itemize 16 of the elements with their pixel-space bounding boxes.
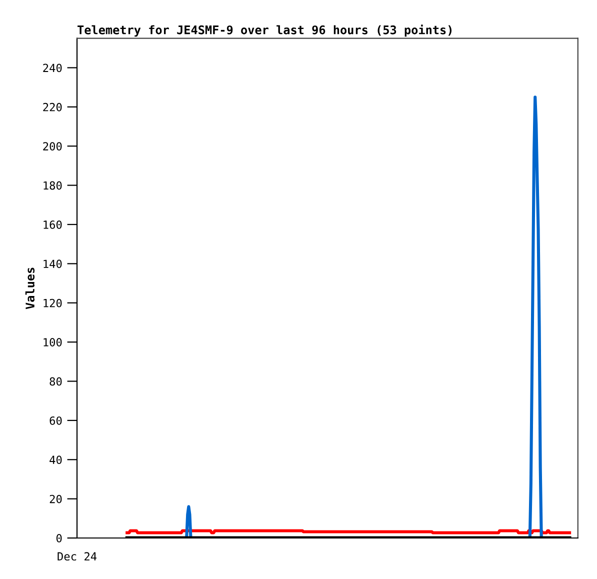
x-tick-label: Dec 24 xyxy=(58,552,97,561)
y-tick-label: 40 xyxy=(50,456,62,464)
y-tick-label: 100 xyxy=(44,338,62,346)
y-tick-label: 80 xyxy=(50,377,62,386)
y-tick-label: 240 xyxy=(43,64,62,72)
y-tick-label: 120 xyxy=(44,298,62,308)
y-tick-label: 180 xyxy=(44,181,62,190)
y-axis-title: Values xyxy=(25,268,35,310)
y-tick-label: 200 xyxy=(43,142,62,151)
y-tick-label: 60 xyxy=(50,416,62,425)
y-tick-label: 140 xyxy=(44,260,62,268)
y-tick-label: 0 xyxy=(56,534,62,542)
y-tick-label: 20 xyxy=(50,494,62,504)
y-tick-label: 220 xyxy=(43,102,62,112)
y-tick-label: 160 xyxy=(44,220,62,229)
chart-title: Telemetry for JE4SMF-9 over last 96 hours (53 points) xyxy=(78,24,452,37)
